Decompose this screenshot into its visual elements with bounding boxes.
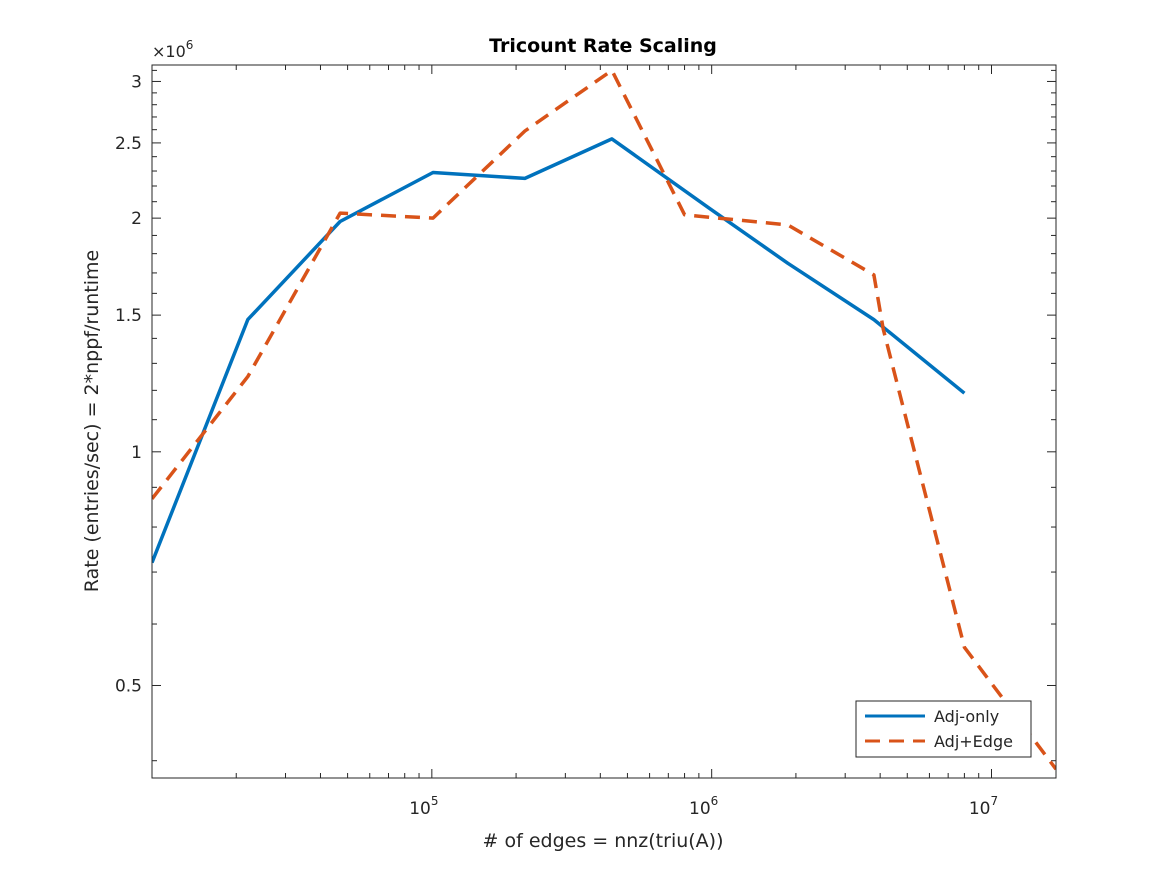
y-tick-label: 1: [131, 443, 142, 463]
y-tick-label: 3: [131, 72, 142, 92]
tick-marks: [151, 65, 1056, 778]
x-axis-label: # of edges = nnz(triu(A)): [483, 830, 724, 852]
x-tick-label: 106: [689, 794, 718, 819]
plot-area: [152, 65, 1056, 778]
y-tick-label: 1.5: [115, 306, 142, 326]
x-tick-label: 105: [409, 794, 438, 819]
legend-box: [855, 700, 1032, 758]
y-exponent-label: ×106: [152, 38, 193, 61]
legend-label-adj-edge: Adj+Edge: [934, 732, 1013, 751]
chart-title: Tricount Rate Scaling: [489, 35, 717, 57]
y-tick-label: 2: [131, 209, 142, 229]
y-axis-label: Rate (entries/sec) = 2*nppf/runtime: [81, 250, 103, 592]
x-tick-label: 107: [969, 794, 998, 819]
series-line-adj-only: [152, 137, 966, 564]
y-tick-labels: 0.5 1 1.5 2 2.5 3: [115, 72, 142, 696]
series-line-adj-edge: [152, 68, 1056, 771]
series-layer: [152, 68, 1056, 771]
legend-label-adj-only: Adj-only: [934, 707, 999, 726]
legend: Adj-only Adj+Edge: [855, 700, 1032, 758]
y-tick-label: 0.5: [115, 676, 142, 696]
y-tick-label: 2.5: [115, 134, 142, 154]
plot-frame: [151, 64, 1057, 779]
x-tick-labels: 105 106 107: [409, 794, 998, 819]
